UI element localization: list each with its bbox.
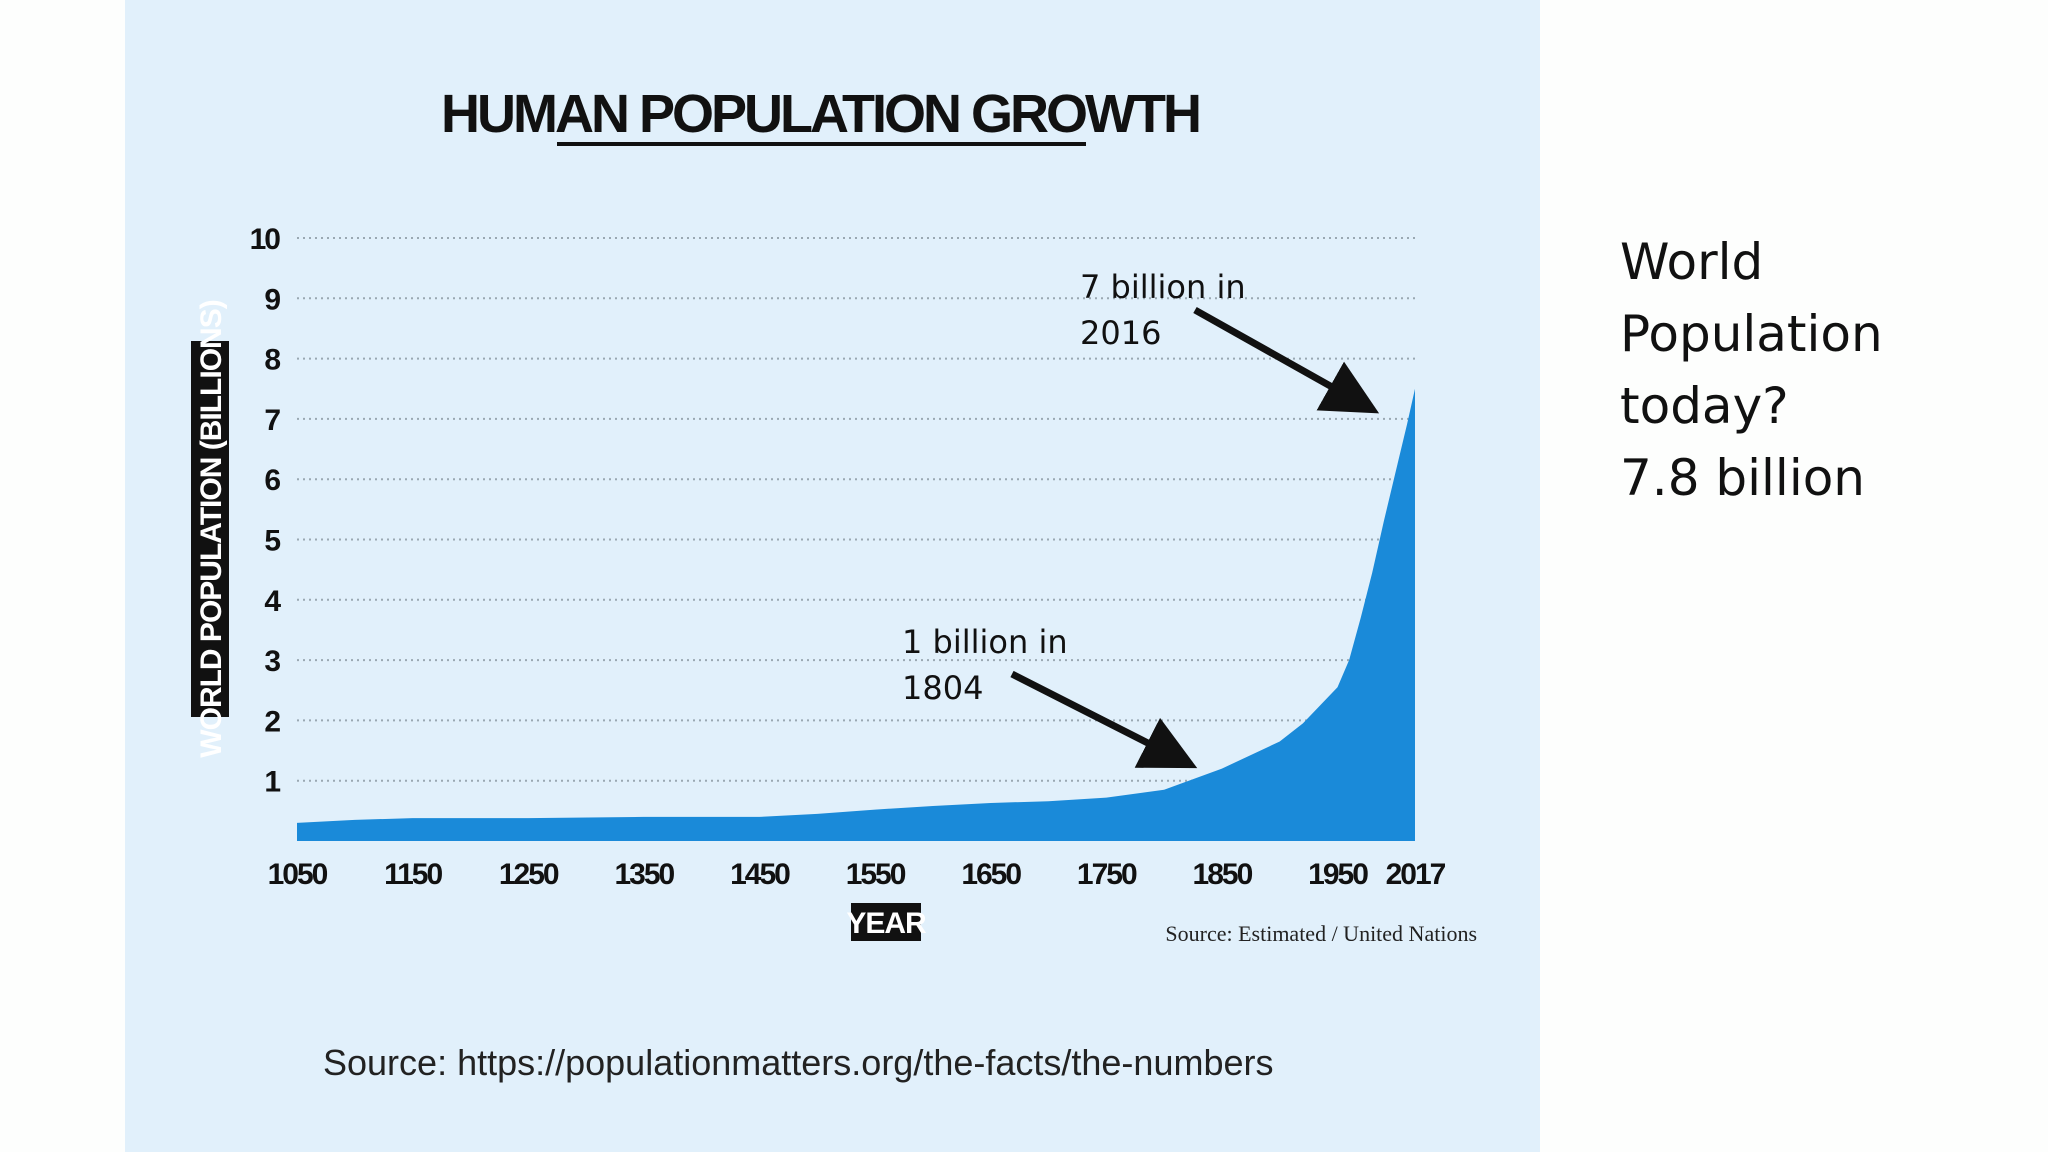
x-axis-title-box [851, 903, 921, 941]
side-text-line: 7.8 billion [1620, 449, 1865, 507]
population-chart: HUMAN POPULATION GROWTH 1 2 3 4 5 6 7 8 9 10 1050… [191, 84, 1477, 946]
y-tick-label: 10 [250, 223, 281, 256]
x-tick-label: 1950 [1308, 858, 1368, 891]
side-text-line: today? [1620, 377, 1789, 435]
y-tick-label: 7 [264, 404, 280, 437]
x-tick-label: 1150 [384, 858, 442, 891]
y-tick-label: 5 [264, 525, 280, 558]
side-text-line: Population [1620, 305, 1883, 363]
x-tick-label: 1650 [961, 858, 1021, 891]
y-tick-label: 3 [264, 645, 280, 678]
x-tick-label: 1050 [268, 858, 328, 891]
annotation-arrow [1010, 670, 1198, 769]
x-axis-title: YEAR [846, 907, 927, 940]
y-tick-label: 4 [264, 585, 281, 618]
x-tick-label: 1350 [614, 858, 674, 891]
chart-title: HUMAN POPULATION GROWTH [441, 84, 1199, 144]
y-tick-label: 8 [264, 344, 280, 377]
annotation-arrow [1193, 306, 1380, 414]
y-tick-label: 9 [264, 283, 280, 316]
side-text-line: World [1620, 233, 1764, 291]
chart-figure: HUMAN POPULATION GROWTH 1 2 3 4 5 6 7 8 9 10 1050… [125, 0, 1540, 1152]
y-axis-title: WORLD POPULATION (BILLIONS) [195, 300, 228, 757]
y-tick-label: 6 [264, 464, 280, 497]
x-tick-label: 1850 [1193, 858, 1253, 891]
figure-source: Source: https://populationmatters.org/th… [323, 1042, 1274, 1083]
population-area [297, 388, 1415, 841]
x-tick-label: 2017 [1386, 858, 1446, 891]
annotation-label: 7 billion in [1080, 268, 1246, 306]
y-tick-label: 1 [264, 766, 280, 799]
side-text: World Population today? 7.8 billion [1620, 226, 2020, 514]
x-tick-label: 1750 [1077, 858, 1137, 891]
y-tick-label: 2 [264, 705, 280, 738]
y-axis-title-box [191, 341, 229, 717]
chart-source-note: Source: Estimated / United Nations [1165, 921, 1477, 946]
x-tick-label: 1250 [499, 858, 559, 891]
annotation-label: 1 billion in [902, 623, 1068, 661]
x-tick-label: 1450 [730, 858, 790, 891]
annotation-label: 2016 [1080, 314, 1161, 352]
annotation-label: 1804 [902, 669, 983, 707]
x-tick-label: 1550 [846, 858, 906, 891]
